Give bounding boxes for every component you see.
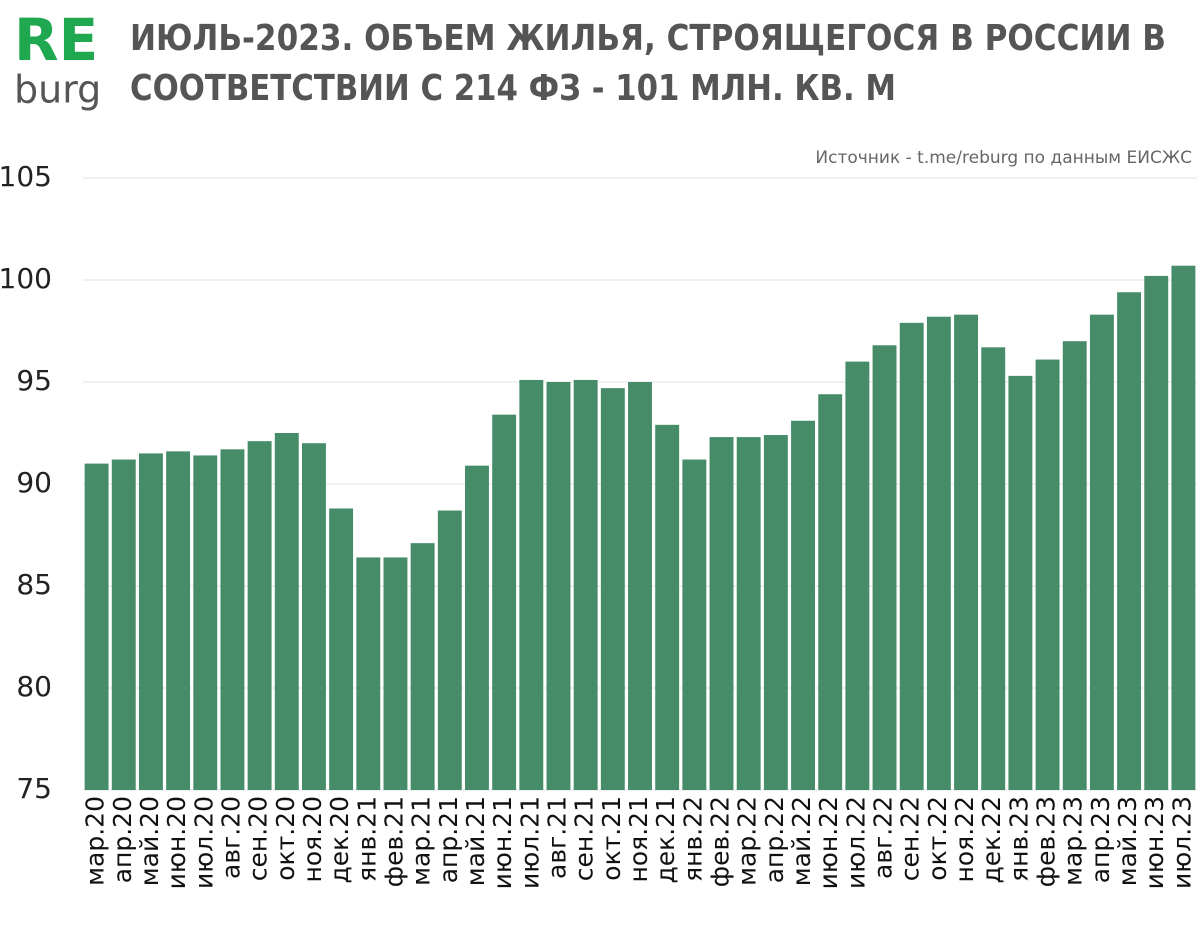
chart-title: СООТВЕТСТВИИ С 214 ФЗ - 101 МЛН. КВ. М [130, 68, 896, 109]
bar [1035, 359, 1060, 790]
bar [166, 451, 191, 790]
x-tick-label: июн.21 [488, 796, 517, 889]
x-tick-label: дек.20 [325, 796, 354, 884]
bar [274, 433, 299, 790]
bar [138, 453, 163, 790]
x-tick-label: ноя.21 [624, 796, 653, 882]
x-tick-label: окт.22 [923, 796, 952, 881]
bar [926, 316, 951, 790]
x-tick-label: май.22 [787, 796, 816, 886]
x-tick-label: мар.23 [1059, 796, 1088, 886]
x-tick-label: фев.23 [1032, 796, 1061, 887]
x-tick-label: авг.22 [869, 796, 898, 879]
bar [899, 322, 924, 790]
x-tick-label: янв.23 [1004, 796, 1033, 882]
x-tick-label: май.21 [461, 796, 490, 886]
bar [410, 543, 435, 790]
bar [1144, 275, 1169, 790]
bar [791, 420, 815, 790]
bar [301, 443, 326, 790]
x-tick-label: дек.22 [977, 796, 1006, 884]
bar [600, 388, 625, 790]
bar [111, 459, 136, 790]
x-tick-label: июл.23 [1167, 796, 1196, 889]
bar [546, 382, 571, 790]
bar [383, 557, 408, 790]
bar [655, 424, 680, 790]
x-tick-label: апр.22 [760, 796, 789, 883]
x-tick-label: май.20 [135, 796, 164, 886]
x-tick-label: фев.22 [706, 796, 735, 887]
bar [247, 441, 272, 790]
x-tick-label: сен.22 [896, 796, 925, 881]
x-tick-label: апр.20 [108, 796, 137, 883]
logo-top: RE [14, 6, 98, 74]
y-tick-label: 85 [16, 568, 52, 601]
bar [465, 465, 489, 790]
x-tick-label: мар.21 [407, 796, 436, 886]
x-tick-label: июл.20 [189, 796, 218, 889]
bar [84, 463, 109, 790]
x-tick-label: июн.20 [162, 796, 191, 889]
y-tick-label: 75 [16, 772, 52, 805]
y-tick-label: 80 [16, 670, 52, 703]
bar [1171, 265, 1196, 791]
bar [872, 345, 897, 790]
x-tick-label: окт.21 [597, 796, 626, 881]
bar [193, 455, 218, 790]
x-tick-label: мар.20 [81, 796, 110, 886]
bar [1089, 314, 1114, 790]
bar [954, 314, 979, 790]
x-tick-label: май.23 [1113, 796, 1142, 886]
logo-bottom: burg [14, 68, 101, 112]
bar [437, 510, 462, 790]
bar [492, 414, 517, 790]
x-tick-label: дек.21 [651, 796, 680, 884]
x-tick-label: янв.21 [352, 796, 381, 882]
bar [1117, 292, 1142, 790]
x-tick-label: авг.20 [216, 796, 245, 879]
y-tick-label: 90 [16, 466, 52, 499]
x-tick-label: окт.20 [271, 796, 300, 881]
x-tick-label: сен.21 [570, 796, 599, 881]
x-tick-label: ноя.22 [950, 796, 979, 882]
y-tick-label: 105 [0, 160, 52, 193]
bar [845, 361, 870, 790]
bar [1008, 375, 1033, 790]
x-tick-label: июл.21 [515, 796, 544, 889]
source: Источник - t.me/reburg по данным ЕИСЖС [815, 148, 1192, 168]
x-tick-label: июн.23 [1140, 796, 1169, 889]
y-tick-label: 95 [16, 364, 52, 397]
bar [682, 459, 707, 790]
bar [628, 382, 652, 790]
bar [763, 435, 788, 790]
x-tick-label: июн.22 [814, 796, 843, 889]
x-tick-label: фев.21 [379, 796, 408, 887]
chart-title: ИЮЛЬ-2023. ОБЪЕМ ЖИЛЬЯ, СТРОЯЩЕГОСЯ В РО… [130, 18, 1166, 59]
bar [981, 347, 1006, 790]
x-tick-label: янв.22 [678, 796, 707, 882]
bar [356, 557, 381, 790]
x-tick-label: сен.20 [244, 796, 273, 881]
bar [736, 437, 761, 790]
y-tick-label: 100 [0, 262, 52, 295]
bar [573, 379, 598, 790]
x-tick-label: июл.22 [841, 796, 870, 889]
bar [519, 379, 544, 790]
bar [329, 508, 354, 790]
bar [709, 437, 734, 790]
x-tick-label: апр.21 [434, 796, 463, 883]
bar [220, 449, 245, 790]
bar [1062, 341, 1087, 790]
x-tick-label: мар.22 [733, 796, 762, 886]
x-tick-label: авг.21 [542, 796, 571, 879]
x-tick-label: апр.23 [1086, 796, 1115, 883]
x-tick-label: ноя.20 [298, 796, 327, 882]
bar [818, 394, 843, 790]
